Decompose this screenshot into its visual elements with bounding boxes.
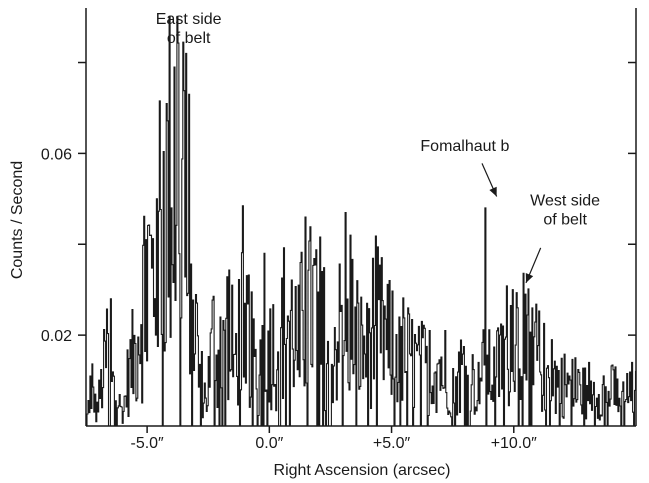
y-tick-label-0: 0.02 <box>41 328 72 345</box>
annotation-0-line-0: East side <box>156 11 222 28</box>
annotation-2-line-0: West side <box>530 193 600 210</box>
annotation-1-arrow-head <box>489 186 497 197</box>
annotations-layer: East side of belt Fomalhaut b West side of b… <box>156 11 600 284</box>
x-tick-label-2: +5.0″ <box>373 435 411 452</box>
x-tick-label-0: -5.0″ <box>130 435 164 452</box>
annotation-1-line-0: Fomalhaut b <box>420 138 509 155</box>
y-tick-label-1: 0.06 <box>41 146 72 163</box>
annotation-0-line-1: of belt <box>167 30 211 47</box>
x-axis-label: Right Ascension (arcsec) <box>274 462 451 479</box>
x-tick-label-1: 0.0″ <box>255 435 283 452</box>
annotation-2: West side of belt <box>530 193 600 229</box>
annotation-2-line-1: of belt <box>543 212 587 229</box>
annotation-0: East side of belt <box>156 11 222 47</box>
annotation-1: Fomalhaut b <box>420 138 509 155</box>
series-layer <box>86 15 637 427</box>
y-axis-label: Counts / Second <box>9 161 26 279</box>
series-line <box>86 15 637 427</box>
annotation-2-arrow-head <box>525 273 534 283</box>
x-tick-label-3: +10.0″ <box>491 435 537 452</box>
ticks-layer: -5.0″ 0.0″ +5.0″ +10.0″ 0.02 0.06 <box>41 61 636 452</box>
plot-frame <box>85 8 637 427</box>
